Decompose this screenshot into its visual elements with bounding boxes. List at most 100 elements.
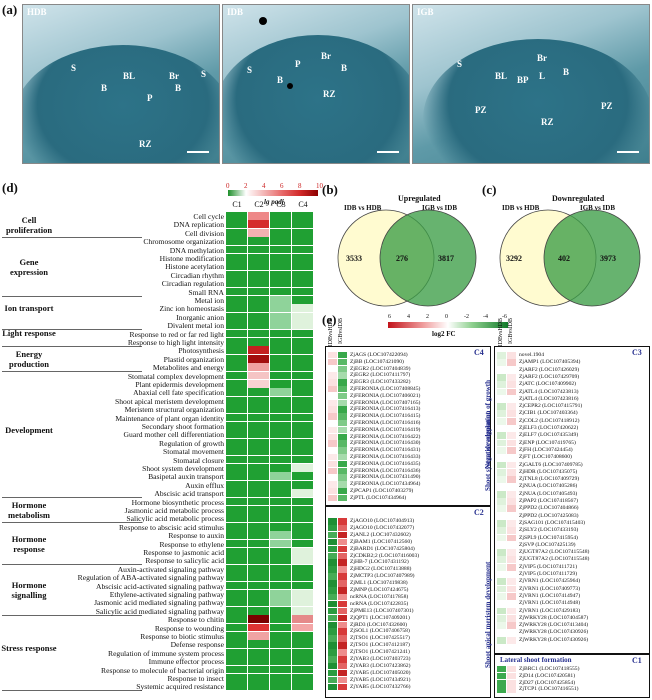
e-scale-tick: -2 — [464, 314, 469, 320]
d-heatmap-cell — [248, 438, 269, 447]
d-category-divider — [2, 522, 142, 524]
d-term-label: Auxin efflux — [185, 480, 224, 490]
d-column-header: C2 — [254, 200, 264, 209]
venn-b-left-set: IDB vs HDB — [344, 204, 382, 212]
d-heatmap-cell — [226, 220, 247, 229]
d-category-divider — [2, 614, 142, 616]
d-heatmap-cell — [226, 674, 247, 682]
e-scale-tick: 4 — [407, 314, 410, 320]
e-heatmap-cell — [338, 580, 347, 587]
d-heatmap-cell — [248, 220, 269, 229]
e-gene-label: ZjWRKY28 (LOC107413404) — [519, 622, 589, 629]
e-heatmap-cell — [328, 662, 337, 670]
e-heatmap-cell — [507, 439, 516, 447]
e-heatmap-cell — [497, 622, 506, 629]
e-box-c3 — [494, 346, 650, 654]
d-heatmap-cell — [248, 279, 269, 287]
e-gene-label: ZjPTL (LOC107434964) — [350, 494, 407, 501]
e-heatmap-cell — [338, 559, 347, 566]
d-heatmap-cell — [270, 354, 291, 363]
e-heatmap-cell — [338, 358, 347, 366]
label-b: B — [341, 63, 348, 73]
e-heatmap-cell — [507, 454, 516, 462]
e-heatmap-cell — [497, 439, 506, 447]
d-category-label: Cell proliferation — [5, 214, 53, 235]
d-heatmap-cell — [226, 590, 247, 598]
e-gene-label: ZjAGS (LOC107422094) — [350, 352, 408, 358]
e-heatmap-cell — [497, 388, 506, 396]
d-heatmap-cell — [248, 254, 269, 262]
e-heatmap-cell — [507, 636, 516, 644]
e-gene-label: ZjPME13 (LOC107407301) — [350, 607, 414, 614]
d-term-label: Histone acetylation — [165, 262, 224, 272]
d-heatmap-cell — [226, 522, 247, 531]
label-bp: BP — [517, 75, 529, 85]
d-heatmap-cell — [248, 237, 269, 245]
e-heatmap-cell — [497, 578, 506, 586]
label-s: S — [201, 69, 207, 79]
d-heatmap-cell — [292, 480, 313, 489]
e-heatmap-cell — [507, 373, 516, 381]
e-gene-label: ZjFERONIA (LOC107434964) — [350, 481, 421, 488]
d-heatmap-cell — [270, 590, 291, 598]
e-gene-label: ZjATL4 (LOC107423816) — [519, 395, 579, 402]
d-term-label: Regulation of ABA-activated signaling pa… — [77, 573, 224, 583]
d-scale-tick: 0 — [226, 182, 230, 190]
d-heatmap-cell — [226, 228, 247, 237]
d-heatmap-cell — [292, 254, 313, 262]
e-heatmap-cell — [507, 483, 516, 491]
e-heatmap-cell — [338, 474, 347, 481]
label-p: P — [147, 93, 153, 103]
label-rz: RZ — [323, 89, 336, 99]
e-heatmap-cell — [497, 519, 506, 527]
e-heatmap-cell — [328, 628, 337, 635]
e-heatmap-cell — [497, 498, 506, 505]
e-box-c1 — [494, 654, 650, 698]
e-tag-c1: C1 — [632, 656, 642, 665]
d-category-label: Ion transport — [4, 302, 54, 313]
d-heatmap-cell — [248, 212, 269, 220]
d-term-label: Response to auxin — [168, 531, 224, 541]
d-heatmap-cell — [270, 430, 291, 439]
d-column-header: C3 — [276, 200, 286, 209]
e-heatmap-cell — [497, 476, 506, 483]
d-heatmap-cell — [292, 220, 313, 229]
e-scale-tick: 6 — [388, 314, 391, 320]
label-l: L — [539, 71, 546, 81]
d-heatmap-cell — [248, 422, 269, 430]
e-gene-label: ZjBAM1 (LOC107412560) — [350, 538, 412, 545]
d-heatmap-cell — [270, 640, 291, 649]
label-br: Br — [537, 53, 547, 63]
e-heatmap-cell — [497, 541, 506, 549]
e-heatmap-cell — [507, 490, 516, 498]
d-category-label: Development — [5, 424, 53, 435]
d-category-divider — [2, 371, 142, 373]
d-term-label: Stomatal movement — [163, 447, 224, 457]
d-term-label: Response to jasmonic acid — [143, 548, 224, 557]
d-heatmap-cell — [248, 548, 269, 556]
d-heatmap-cell — [292, 640, 313, 649]
e-heatmap-cell — [507, 432, 516, 440]
e-gene-label: ZjPAP2 (LOC107418567) — [519, 498, 578, 504]
d-heatmap-cell — [248, 405, 269, 413]
panel-c-label: (c) — [482, 182, 497, 197]
d-heatmap-cell — [226, 564, 247, 573]
d-heatmap-cell — [226, 296, 247, 304]
d-heatmap-cell — [226, 472, 247, 481]
e-heatmap-cell — [497, 686, 506, 693]
tissue-shape — [423, 39, 649, 163]
d-heatmap-cell — [292, 573, 313, 581]
e-gene-label: ZjPPD2 (LOC107404866) — [519, 505, 579, 512]
d-heatmap-cell — [292, 514, 313, 523]
d-term-label: Circadian regulation — [161, 279, 224, 289]
e-gene-label: ZjFERONIA (LOC107416422) — [350, 433, 421, 440]
d-heatmap-cell — [226, 363, 247, 371]
d-heatmap-cell — [292, 430, 313, 439]
e-color-scale — [388, 322, 508, 328]
d-heatmap-cell — [248, 245, 269, 254]
e-gene-label: ZjTSO1 (LOC107425517) — [350, 635, 410, 642]
e-gene-label: ZjTNL8 (LOC107409729) — [519, 476, 580, 483]
d-heatmap-cell — [226, 321, 247, 329]
e-heatmap-cell — [497, 395, 506, 403]
d-heatmap-cell — [292, 632, 313, 640]
